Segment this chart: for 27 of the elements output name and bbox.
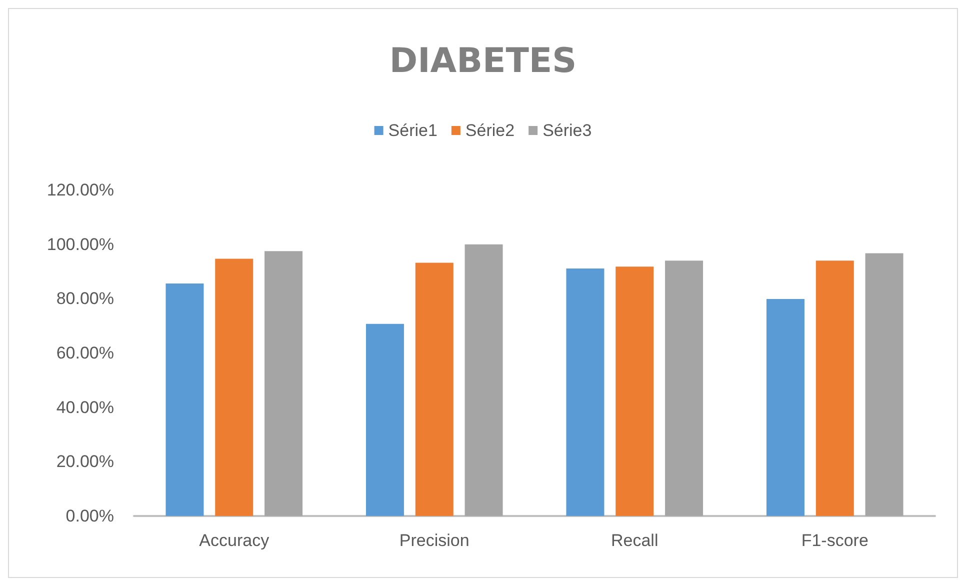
y-tick-label: 60.00% (56, 344, 114, 362)
y-tick-label: 80.00% (56, 289, 114, 308)
bar (366, 324, 404, 516)
y-tick-label: 120.00% (46, 180, 114, 200)
y-tick-label: 40.00% (56, 398, 114, 417)
y-tick-label: 20.00% (56, 452, 114, 472)
x-tick-label: Accuracy (199, 531, 270, 550)
bar (215, 258, 254, 516)
bar (566, 268, 604, 516)
bar (464, 244, 503, 516)
x-tick-label: F1-score (801, 531, 868, 550)
bar (665, 260, 704, 516)
x-tick-label: Precision (399, 531, 470, 550)
legend-label: Série1 (388, 121, 438, 140)
bar (616, 266, 654, 516)
chart-title: DIABETES (389, 41, 577, 81)
bar (766, 298, 804, 516)
legend-label: Série3 (542, 121, 592, 140)
y-tick-label: 100.00% (46, 234, 114, 254)
bar (264, 251, 303, 516)
x-tick-label: Recall (611, 531, 658, 550)
bar (865, 253, 904, 516)
legend-label: Série2 (465, 121, 515, 140)
y-tick-label: 0.00% (66, 506, 114, 526)
bar (415, 262, 454, 516)
bar (166, 283, 204, 516)
bar (816, 260, 854, 516)
